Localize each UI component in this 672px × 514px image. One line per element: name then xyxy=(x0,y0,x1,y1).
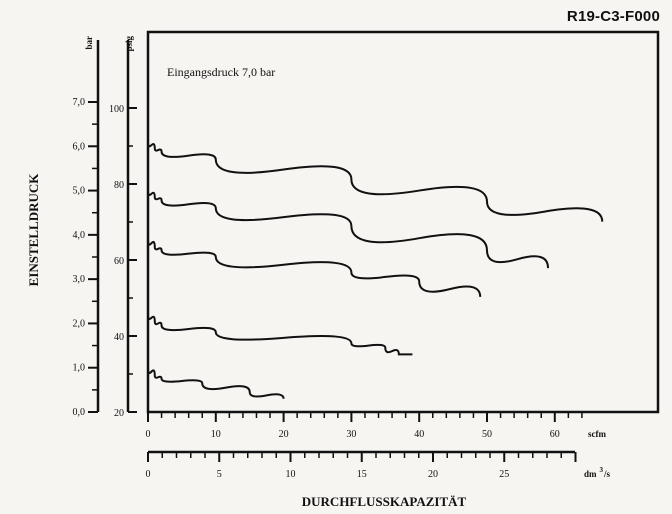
dm3s-unit-sup: 3 xyxy=(600,466,604,474)
series-curve-3 xyxy=(147,239,482,297)
dm3s-unit-main: dm xyxy=(584,469,597,479)
psig-tick-label: 80 xyxy=(114,180,124,191)
scfm-tick-label: 60 xyxy=(550,429,560,440)
series-curve-4 xyxy=(147,314,413,356)
bar-tick-label: 0,0 xyxy=(73,407,86,418)
bar-tick-label: 4,0 xyxy=(73,230,86,241)
dm3s-tick-label: 0 xyxy=(146,469,151,480)
series-curve-5 xyxy=(147,367,285,399)
dm3s-unit-tail: /s xyxy=(603,469,611,479)
dm3s-tick-label: 5 xyxy=(217,469,222,480)
dm3s-tick-label: 10 xyxy=(286,469,296,480)
dm3s-tick-label: 25 xyxy=(499,469,509,480)
psig-tick-label: 40 xyxy=(114,332,124,343)
bar-tick-label: 1,0 xyxy=(73,363,86,374)
series-curve-2 xyxy=(147,190,550,269)
inlet-pressure-annotation: Eingangsdruck 7,0 bar xyxy=(167,65,275,79)
dm3s-axis: 0 5 10 15 20 25 xyxy=(146,450,577,480)
dm3s-tick-label: 20 xyxy=(428,469,438,480)
scfm-tick-label: 20 xyxy=(279,429,289,440)
psig-unit-label: psig xyxy=(124,36,134,52)
scfm-tick-label: 0 xyxy=(146,429,151,440)
scfm-tick-label: 50 xyxy=(482,429,492,440)
x-axis-title: DURCHFLUSSKAPAZITÄT xyxy=(302,494,467,509)
bar-tick-label: 5,0 xyxy=(73,186,86,197)
psig-tick-label: 60 xyxy=(114,256,124,267)
bar-axis: 0,0 1,0 2,0 3,0 4,0 5,0 6,0 7,0 xyxy=(73,40,100,418)
series-curve-1 xyxy=(147,141,604,222)
bar-tick-label: 2,0 xyxy=(73,318,86,329)
psig-axis: 20 40 60 80 100 xyxy=(109,40,137,419)
dm3s-unit-label: dm 3/s xyxy=(584,466,611,479)
bar-unit-label: bar xyxy=(84,36,94,50)
series-group xyxy=(147,141,604,399)
psig-tick-label: 20 xyxy=(114,408,124,419)
scfm-unit-label: scfm xyxy=(588,429,606,439)
dm3s-tick-label: 15 xyxy=(357,469,367,480)
bar-tick-label: 3,0 xyxy=(73,274,86,285)
document-code: R19-C3-F000 xyxy=(566,8,660,25)
y-axis-title: EINSTELLDRUCK xyxy=(26,173,41,287)
bar-tick-label: 6,0 xyxy=(73,141,86,152)
scfm-tick-label: 30 xyxy=(346,429,356,440)
scfm-tick-label: 40 xyxy=(414,429,424,440)
plot-frame xyxy=(146,30,660,414)
psig-tick-label: 100 xyxy=(109,104,124,115)
bar-tick-label: 7,0 xyxy=(73,97,86,108)
scfm-axis: 0 10 20 30 40 50 60 xyxy=(146,412,583,440)
scfm-tick-label: 10 xyxy=(211,429,221,440)
